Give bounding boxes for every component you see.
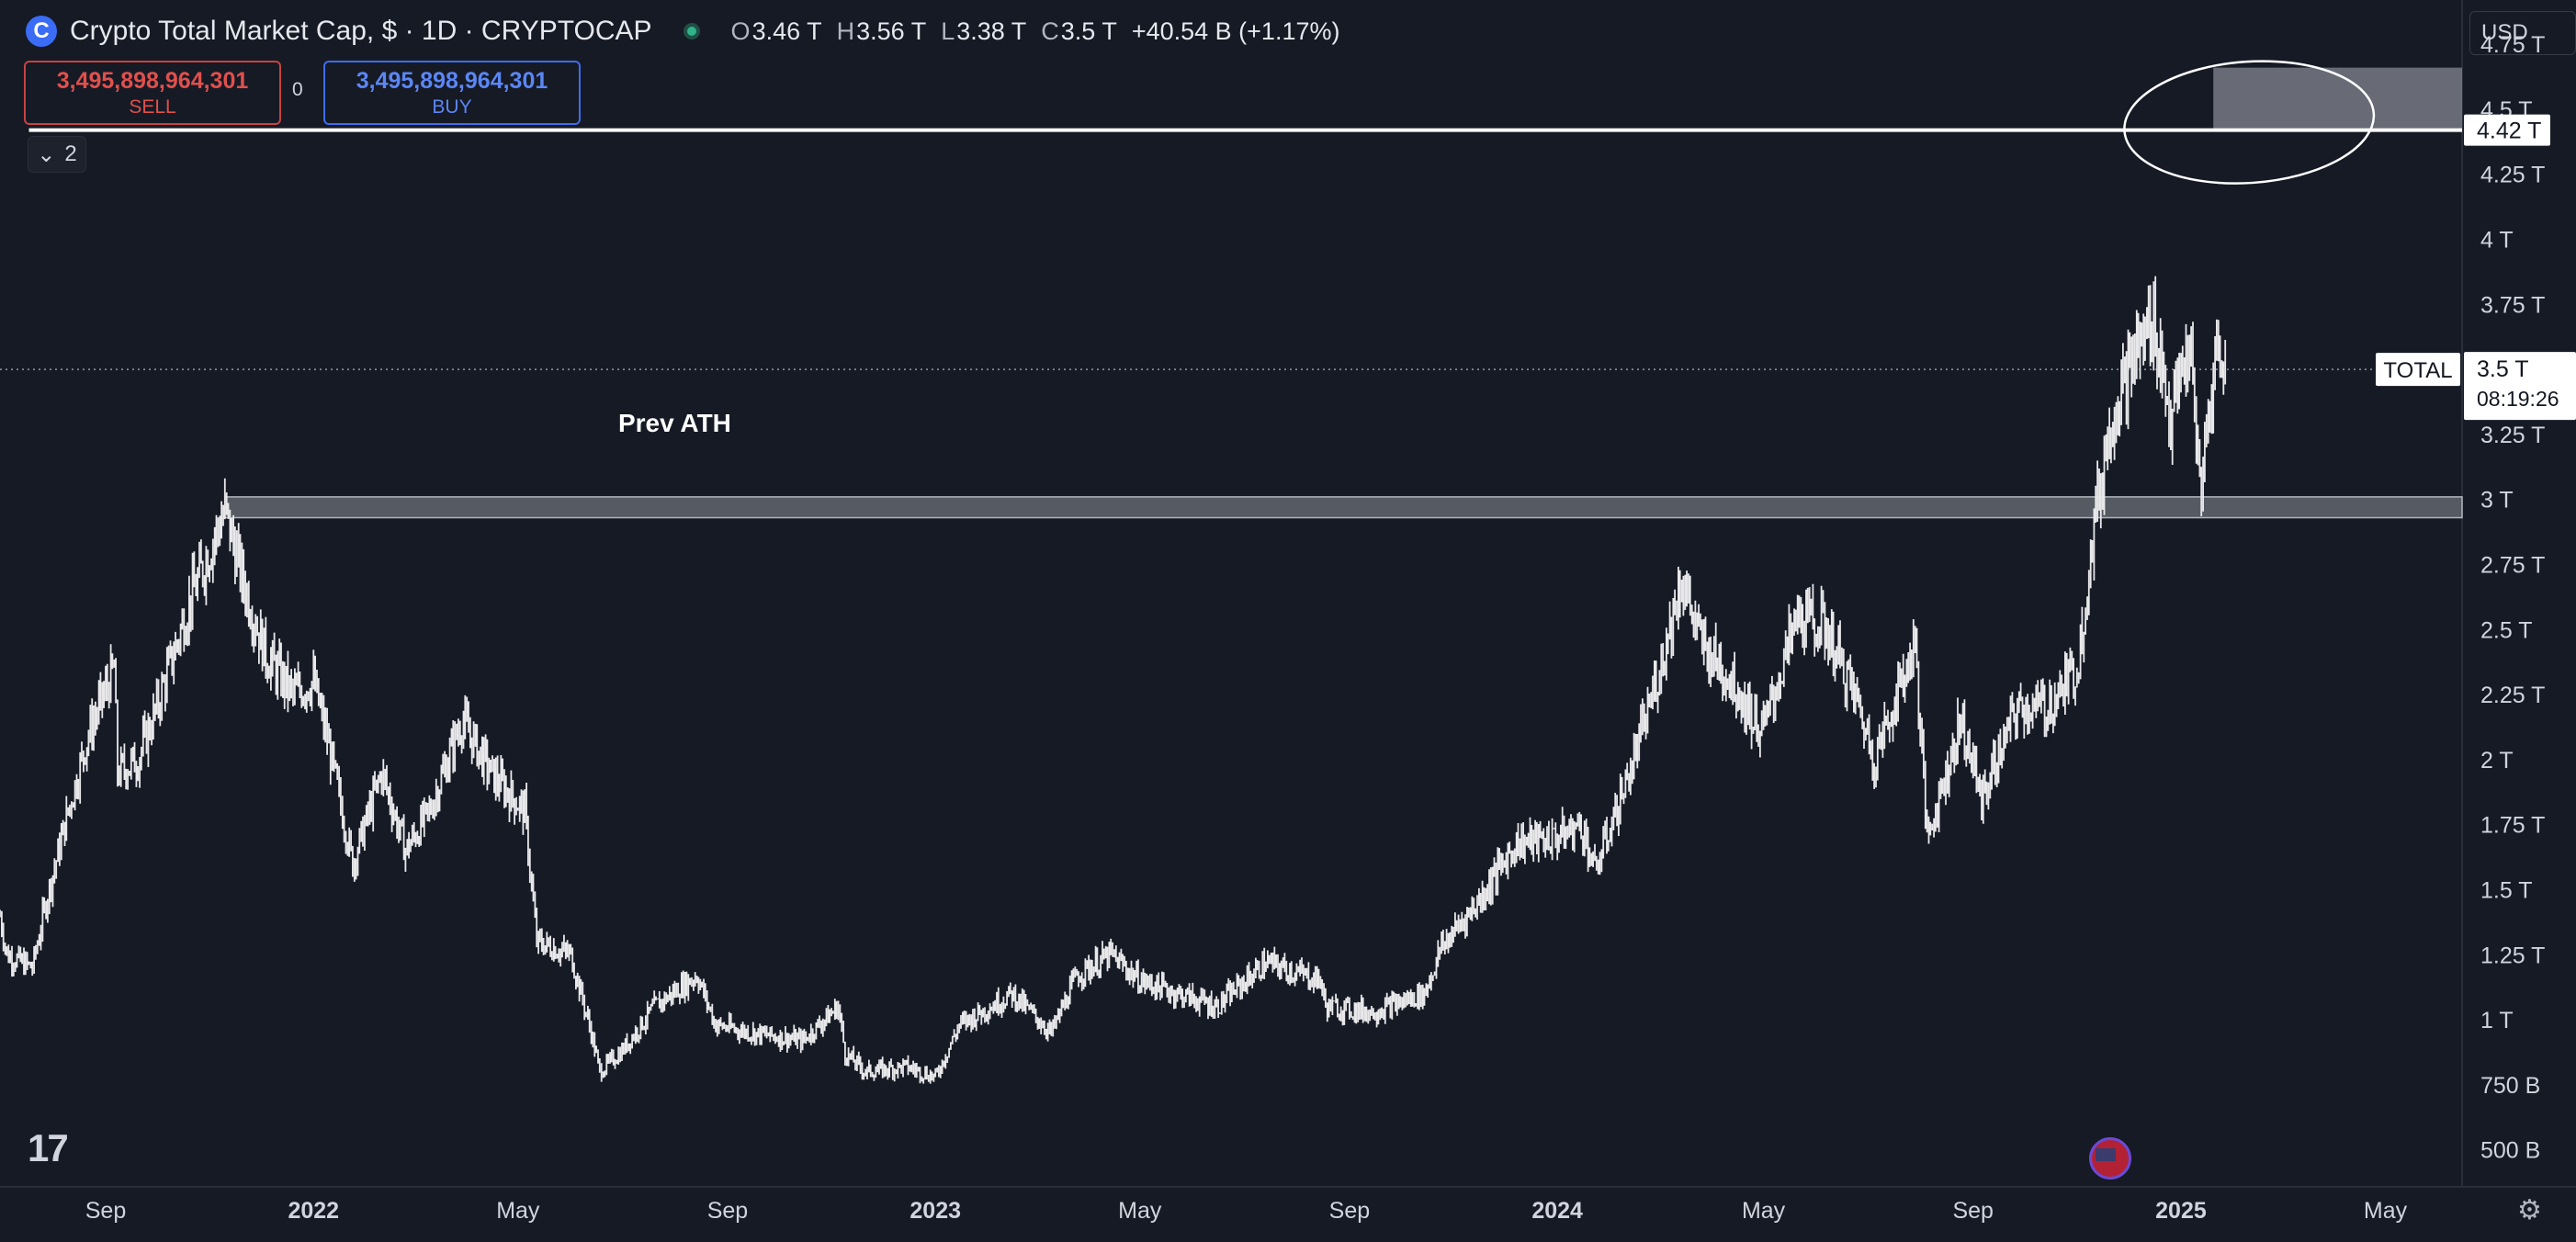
y-tick-label: 3.25 T xyxy=(2480,423,2545,448)
x-tick-label: Sep xyxy=(85,1198,126,1224)
y-tick-label: 1.75 T xyxy=(2480,813,2545,839)
x-tick-label: 2024 xyxy=(1531,1198,1583,1224)
sell-price: 3,495,898,964,301 xyxy=(56,67,249,94)
x-tick-label: May xyxy=(2364,1198,2408,1224)
y-tick-label: 2.5 T xyxy=(2480,617,2533,643)
resistance-price-box xyxy=(2464,114,2550,146)
price-bars xyxy=(0,276,2227,1084)
x-tick-label: 2023 xyxy=(910,1198,961,1224)
buy-price: 3,495,898,964,301 xyxy=(356,67,548,94)
currency-selector[interactable]: USD xyxy=(2469,11,2576,55)
current-price-label: 3.5 T xyxy=(2477,356,2529,382)
chevron-down-icon: ⌄ xyxy=(37,141,56,167)
high-key: H xyxy=(836,17,855,45)
y-tick-label: 1.5 T xyxy=(2480,877,2533,903)
indicators-count: 2 xyxy=(64,141,77,166)
y-tick-label: 2 T xyxy=(2480,748,2514,773)
prev-ath-zone xyxy=(224,496,2463,519)
y-tick-label: 2.25 T xyxy=(2480,683,2545,708)
ohlc-values: O3.46 T H3.56 T L3.38 T C3.5 T +40.54 B … xyxy=(731,17,1340,46)
x-tick-label: May xyxy=(1118,1198,1162,1224)
x-tick-label: Sep xyxy=(707,1198,748,1224)
y-tick-label: 4 T xyxy=(2480,228,2514,254)
y-tick-label: 4.75 T xyxy=(2480,32,2545,58)
us-flag-icon[interactable] xyxy=(2089,1137,2131,1180)
x-tick-label: 2025 xyxy=(2155,1198,2207,1224)
x-tick-label: Sep xyxy=(1329,1198,1370,1224)
spread-value: 0 xyxy=(292,79,303,100)
resistance-price-label: 4.42 T xyxy=(2477,119,2541,144)
current-price-box xyxy=(2464,352,2576,421)
indicators-toggle-button[interactable]: ⌄ 2 xyxy=(28,136,86,173)
cryptocap-logo-icon: C xyxy=(26,16,57,47)
open-value: 3.46 T xyxy=(751,17,822,45)
symbol-title[interactable]: Crypto Total Market Cap, $ · 1D · CRYPTO… xyxy=(70,16,652,46)
x-tick-label: May xyxy=(1742,1198,1786,1224)
y-tick-label: 1.25 T xyxy=(2480,943,2545,968)
sell-button[interactable]: 3,495,898,964,301 SELL xyxy=(24,61,281,125)
buy-button[interactable]: 3,495,898,964,301 BUY xyxy=(323,61,581,125)
countdown-label: 08:19:26 xyxy=(2477,387,2559,411)
y-tick-label: 500 B xyxy=(2480,1138,2540,1164)
change-value: +40.54 B (+1.17%) xyxy=(1131,17,1340,45)
y-tick-label: 2.75 T xyxy=(2480,553,2545,579)
y-tick-label: 3.75 T xyxy=(2480,292,2545,318)
low-key: L xyxy=(941,17,955,45)
x-tick-label: 2022 xyxy=(288,1198,339,1224)
y-tick-label: 3 T xyxy=(2480,488,2514,514)
sell-label: SELL xyxy=(129,96,176,118)
close-key: C xyxy=(1041,17,1059,45)
open-key: O xyxy=(730,17,751,45)
close-value: 3.5 T xyxy=(1060,17,1117,45)
gear-icon[interactable]: ⚙ xyxy=(2517,1195,2542,1225)
tradingview-logo-icon[interactable]: 17 xyxy=(28,1126,69,1169)
low-value: 3.38 T xyxy=(956,17,1027,45)
high-value: 3.56 T xyxy=(856,17,927,45)
y-tick-label: 4.25 T xyxy=(2480,163,2545,188)
prev-ath-label: Prev ATH xyxy=(618,409,731,437)
chart-header: C Crypto Total Market Cap, $ · 1D · CRYP… xyxy=(26,13,1339,50)
symbol-box xyxy=(2376,353,2460,387)
y-tick-label: 1 T xyxy=(2480,1008,2514,1033)
x-tick-label: May xyxy=(496,1198,540,1224)
buy-label: BUY xyxy=(432,96,472,118)
y-tick-label: 750 B xyxy=(2480,1073,2540,1099)
market-status-icon xyxy=(683,23,700,40)
target-zone xyxy=(2213,67,2462,130)
x-tick-label: Sep xyxy=(1952,1198,1993,1224)
symbol-label: TOTAL xyxy=(2383,358,2452,383)
circle-annotation xyxy=(2123,60,2376,185)
